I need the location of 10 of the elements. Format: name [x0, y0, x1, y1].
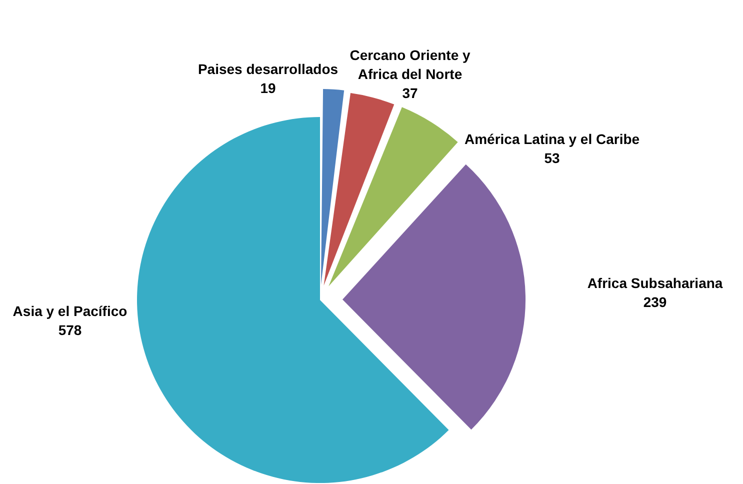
slice-label: América Latina y el Caribe: [464, 130, 640, 147]
data-label: 239: [643, 294, 667, 310]
data-label: 19: [260, 80, 276, 96]
slice-label: Cercano Oriente y Africa del Norte: [350, 46, 471, 82]
data-label: 53: [544, 150, 560, 166]
slice-label: Paises desarrollados: [198, 60, 338, 77]
data-label: 37: [402, 84, 418, 101]
data-label: 578: [58, 322, 82, 338]
slice-label: Africa Subsahariana: [587, 274, 723, 291]
slice-label: Asia y el Pacífico: [12, 302, 128, 319]
